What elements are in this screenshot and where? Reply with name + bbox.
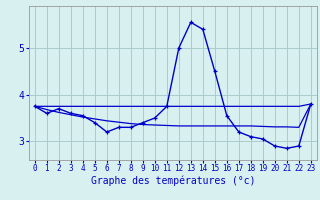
X-axis label: Graphe des températures (°c): Graphe des températures (°c) — [91, 176, 255, 186]
